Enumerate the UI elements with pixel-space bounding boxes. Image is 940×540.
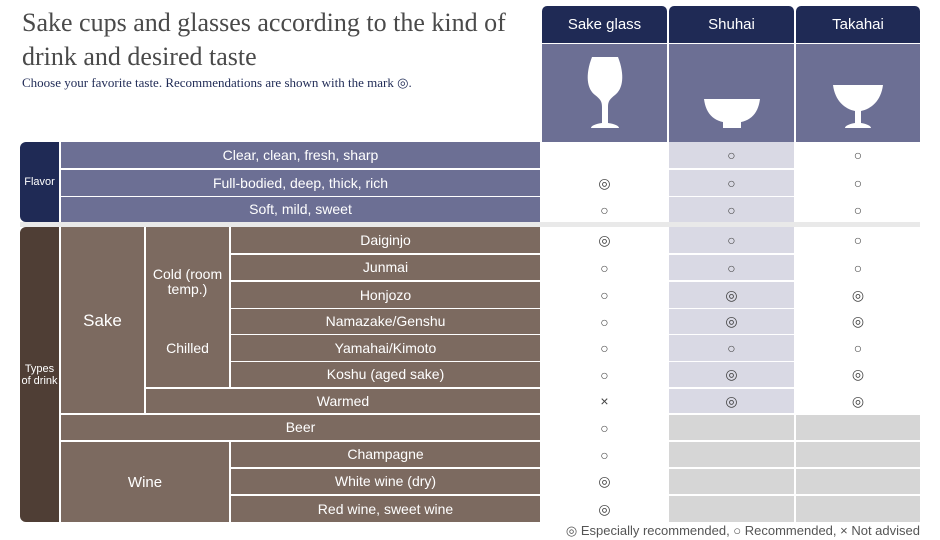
mark-cell: ○ [669, 197, 794, 222]
column-header-takahai: Takahai [796, 6, 920, 43]
mark-cell [796, 469, 920, 494]
row-label-junmai: Junmai [231, 255, 540, 280]
group-cold: Cold (room temp.) [152, 266, 223, 297]
mark-cell: ○ [542, 255, 667, 280]
mark-cell: ○ [542, 442, 667, 467]
mark-cell: ○ [542, 335, 667, 361]
row-label-beer: Beer [61, 415, 540, 440]
group-wine: Wine [61, 442, 229, 522]
group-flavor: Flavor [20, 142, 59, 222]
mark-cell: ○ [796, 255, 920, 280]
group-chilled: Chilled [166, 340, 209, 356]
mark-cell [542, 142, 667, 168]
mark-cell [796, 415, 920, 440]
mark-cell: ○ [542, 282, 667, 308]
row-label-soft: Soft, mild, sweet [61, 197, 540, 222]
mark-cell: ○ [542, 197, 667, 222]
group-types-of-drink: Types of drink [20, 227, 59, 522]
mark-cell [796, 442, 920, 467]
mark-cell: ◎ [669, 362, 794, 387]
column-header-shuhai: Shuhai [669, 6, 794, 43]
row-label-white-wine: White wine (dry) [231, 469, 540, 494]
row-label-champagne: Champagne [231, 442, 540, 467]
takahai-image [796, 44, 920, 142]
section-divider [20, 222, 920, 227]
mark-cell: ○ [669, 255, 794, 280]
mark-cell: ○ [669, 170, 794, 196]
mark-cell [669, 496, 794, 522]
mark-cell: ○ [542, 415, 667, 440]
row-label-daiginjo: Daiginjo [231, 227, 540, 253]
row-label-clear: Clear, clean, fresh, sharp [61, 142, 540, 168]
mark-cell: ○ [796, 335, 920, 361]
mark-cell: ◎ [796, 362, 920, 387]
mark-cell: ◎ [542, 227, 667, 253]
row-label-honjozo: Honjozo [231, 282, 540, 308]
mark-cell: ○ [796, 142, 920, 168]
mark-cell: ◎ [542, 469, 667, 494]
mark-cell [669, 415, 794, 440]
page-subtitle: Choose your favorite taste. Recommendati… [22, 75, 412, 90]
mark-cell: ○ [669, 227, 794, 253]
sake-glass-icon [587, 57, 622, 128]
mark-cell: × [542, 389, 667, 413]
mark-cell: ○ [669, 335, 794, 361]
row-label-namazake: Namazake/Genshu [231, 309, 540, 334]
row-label-koshu: Koshu (aged sake) [231, 362, 540, 387]
row-label-warmed: Warmed [146, 389, 540, 413]
mark-cell: ◎ [542, 170, 667, 196]
row-label-red-wine: Red wine, sweet wine [231, 496, 540, 522]
mark-cell [796, 496, 920, 522]
mark-cell: ◎ [796, 389, 920, 413]
mark-cell: ○ [542, 309, 667, 334]
sake-glass-image [542, 44, 667, 142]
takahai-cup-icon [833, 85, 883, 128]
mark-cell: ○ [796, 197, 920, 222]
mark-cell: ○ [669, 142, 794, 168]
mark-cell [669, 469, 794, 494]
mark-cell: ○ [542, 362, 667, 387]
mark-cell: ◎ [542, 496, 667, 522]
legend: ◎ Especially recommended, ○ Recommended,… [565, 523, 920, 538]
row-label-full-bodied: Full-bodied, deep, thick, rich [61, 170, 540, 196]
group-cold-chilled: Cold (room temp.) Chilled [146, 227, 229, 387]
mark-cell: ◎ [796, 309, 920, 334]
mark-cell: ◎ [669, 389, 794, 413]
mark-cell: ○ [796, 170, 920, 196]
shuhai-cup-icon [703, 99, 760, 128]
shuhai-image [669, 44, 794, 142]
group-sake: Sake [61, 227, 144, 413]
row-label-yamahai: Yamahai/Kimoto [231, 335, 540, 361]
mark-cell: ◎ [669, 309, 794, 334]
mark-cell [669, 442, 794, 467]
page-title: Sake cups and glasses according to the k… [22, 8, 506, 71]
mark-cell: ◎ [796, 282, 920, 308]
column-header-sake-glass: Sake glass [542, 6, 667, 43]
mark-cell: ◎ [669, 282, 794, 308]
mark-cell: ○ [796, 227, 920, 253]
